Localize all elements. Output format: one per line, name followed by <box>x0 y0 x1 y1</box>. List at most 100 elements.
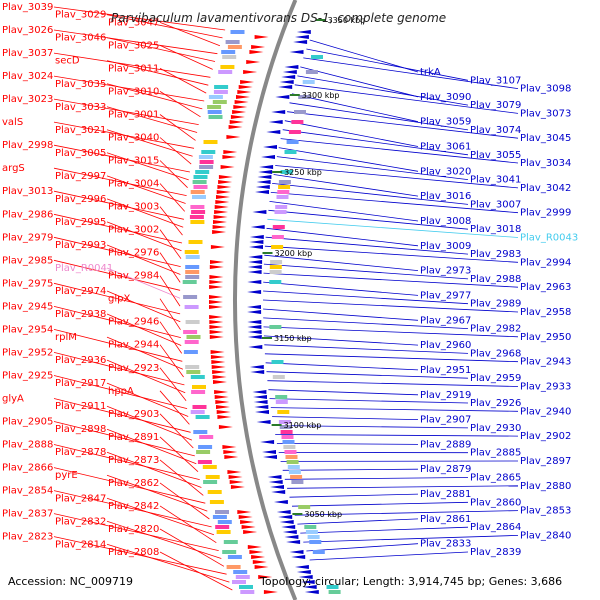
label-connector <box>106 428 197 465</box>
category-block <box>288 130 301 134</box>
label-connector <box>159 298 181 330</box>
gene-label: Plav_2976 <box>108 248 159 259</box>
label-connector <box>53 398 191 433</box>
category-block <box>227 555 242 559</box>
reverse-gene-arrow <box>247 270 262 274</box>
accession-text: Accession: NC_009719 <box>8 575 133 588</box>
reverse-gene-arrow <box>249 240 264 244</box>
label-connector <box>267 218 519 238</box>
category-block <box>218 70 233 74</box>
label-connector <box>53 29 218 55</box>
gene-label: Plav_3020 <box>420 166 471 177</box>
label-connector <box>264 254 419 271</box>
reverse-gene-arrow <box>248 260 263 264</box>
reverse-gene-arrow <box>286 540 301 544</box>
label-connector <box>53 259 181 291</box>
gene-label: Plav_2988 <box>470 274 521 285</box>
forward-gene-arrow <box>211 365 226 369</box>
reverse-gene-arrow <box>249 245 263 249</box>
label-connector <box>297 518 419 525</box>
category-block <box>283 445 296 449</box>
category-block <box>328 590 341 594</box>
category-block <box>270 260 283 264</box>
gene-label: Plav_2960 <box>420 340 471 351</box>
gene-label: secD <box>55 56 80 67</box>
reverse-gene-arrow <box>281 75 296 79</box>
forward-gene-arrow <box>214 390 229 394</box>
category-block <box>215 525 230 529</box>
reverse-gene-arrow <box>259 165 274 169</box>
label-connector <box>159 206 183 236</box>
gene-label: Plav_3005 <box>55 148 106 159</box>
category-block <box>278 180 291 184</box>
forward-gene-arrow <box>209 330 224 334</box>
label-connector <box>267 380 519 387</box>
forward-gene-arrow <box>241 525 256 529</box>
gene-label: Plav_2873 <box>108 455 159 466</box>
category-block <box>285 455 298 459</box>
category-block <box>307 535 320 539</box>
reverse-gene-arrow <box>294 565 309 569</box>
forward-gene-arrow <box>254 35 269 39</box>
gene-label: Plav_2977 <box>420 290 471 301</box>
gene-label: Plav_3034 <box>520 158 571 169</box>
category-block <box>326 585 339 589</box>
label-connector <box>263 326 519 338</box>
gene-label: Plav_3001 <box>108 110 159 121</box>
category-block <box>193 175 208 179</box>
category-block <box>192 180 207 184</box>
label-connector <box>280 138 519 164</box>
gene-label: hppA <box>108 386 134 397</box>
gene-label: Plav_2917 <box>55 378 106 389</box>
label-connector <box>159 390 190 425</box>
forward-gene-arrow <box>209 335 224 339</box>
forward-gene-arrow <box>217 415 232 419</box>
label-connector <box>106 221 182 252</box>
gene-label: glyA <box>2 394 24 405</box>
gene-label: Plav_2832 <box>55 516 106 527</box>
reverse-gene-arrow <box>257 175 272 179</box>
category-block <box>269 270 282 274</box>
forward-gene-arrow <box>243 530 258 534</box>
label-connector <box>159 229 182 259</box>
label-connector <box>263 272 519 288</box>
label-connector <box>309 39 419 73</box>
category-block <box>195 415 210 419</box>
label-connector <box>53 444 200 480</box>
label-connector <box>106 14 223 39</box>
gene-label: Plav_3033 <box>55 102 106 113</box>
reverse-gene-arrow <box>250 225 265 229</box>
label-connector <box>159 413 194 449</box>
reverse-gene-arrow <box>249 235 264 239</box>
reverse-gene-arrow <box>291 555 306 559</box>
gene-label: rplM <box>55 332 77 343</box>
label-connector <box>53 282 181 315</box>
category-block <box>185 255 200 259</box>
reverse-gene-arrow <box>271 490 286 494</box>
forward-gene-arrow <box>236 95 250 99</box>
forward-gene-arrow <box>213 220 227 224</box>
gene-label: Plav_2997 <box>55 171 106 182</box>
reverse-gene-arrow <box>296 570 311 574</box>
summary-text: Topology: circular; Length: 3,914,745 bp… <box>259 575 562 588</box>
category-block <box>269 280 282 284</box>
forward-gene-arrow <box>209 295 223 299</box>
reverse-gene-arrow <box>249 365 264 369</box>
label-connector <box>159 137 192 165</box>
category-block <box>199 435 214 439</box>
forward-gene-arrow <box>212 225 227 229</box>
category-block <box>280 170 293 174</box>
reverse-gene-arrow <box>252 210 267 214</box>
label-connector <box>159 505 217 544</box>
reverse-gene-arrow <box>276 510 291 514</box>
category-block <box>291 480 304 484</box>
label-connector <box>289 102 469 131</box>
category-block <box>302 80 315 84</box>
forward-gene-arrow <box>227 470 242 474</box>
gene-label: Plav_3045 <box>520 133 571 144</box>
label-connector <box>159 114 196 141</box>
gene-label: Plav_3002 <box>108 225 159 236</box>
gene-label: Plav_2808 <box>108 547 159 558</box>
gene-label: Plav_2885 <box>470 448 521 459</box>
label-connector <box>265 236 469 255</box>
